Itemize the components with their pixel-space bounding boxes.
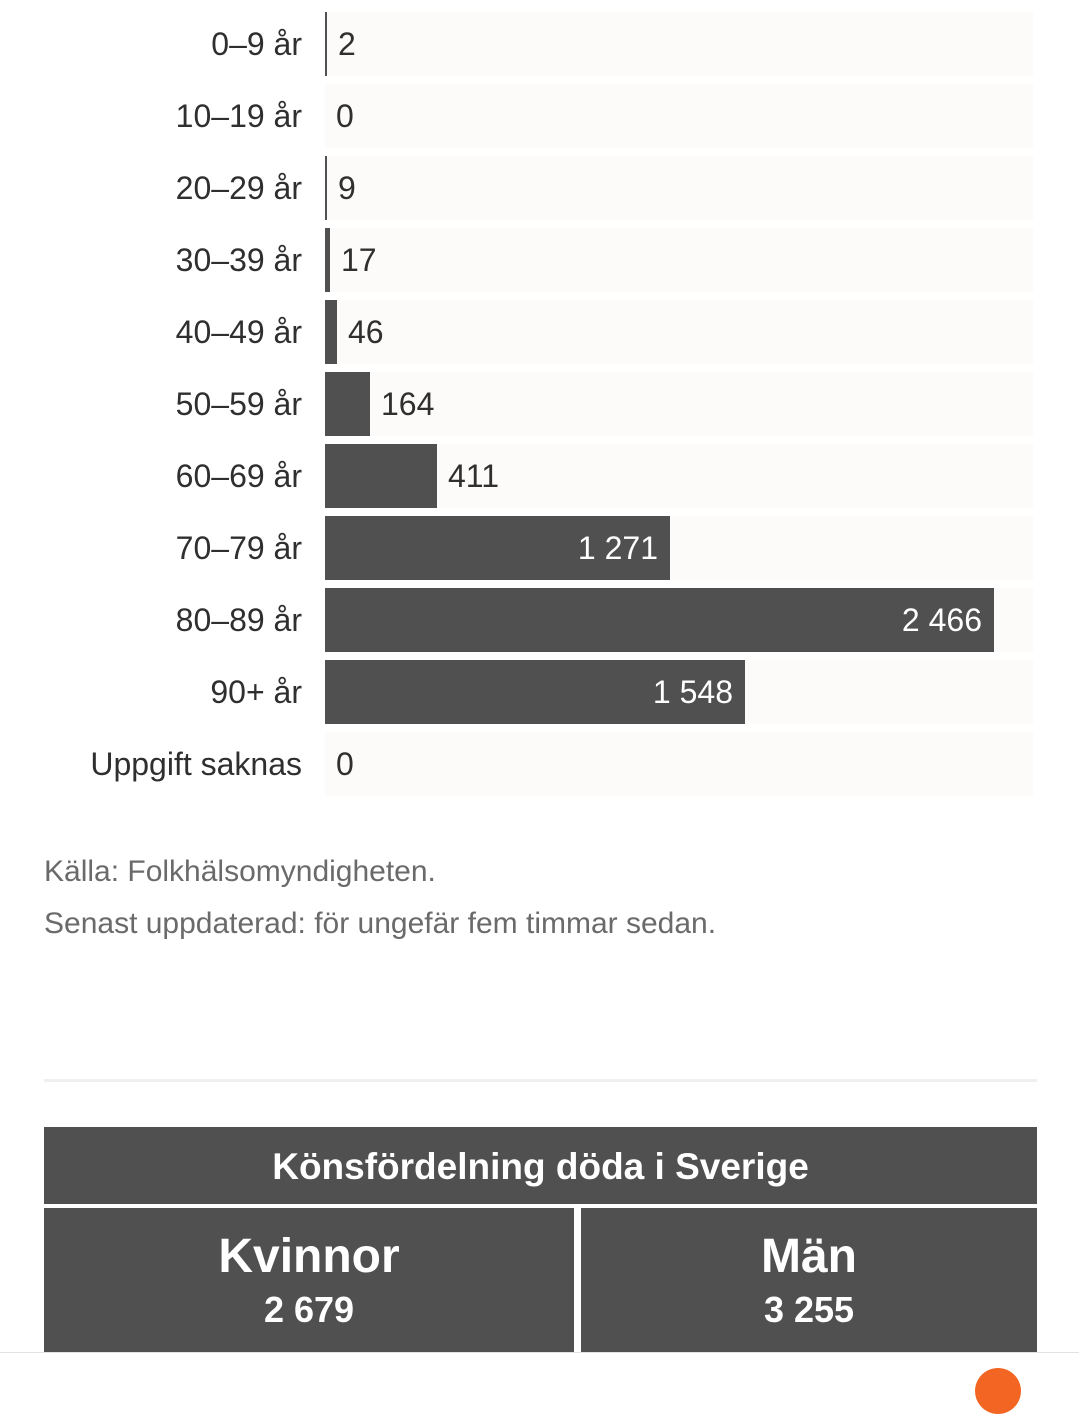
bottom-bar (0, 1352, 1079, 1382)
bar-track (325, 372, 1033, 436)
bar-row: 30–39 år 17 (0, 228, 1079, 292)
bar-category-label: 80–89 år (175, 602, 302, 638)
bar-track (325, 300, 1033, 364)
bar-row: 50–59 år 164 (0, 372, 1079, 436)
bar-row: 60–69 år 411 (0, 444, 1079, 508)
bar-row: 0–9 år 2 (0, 12, 1079, 76)
bar (325, 300, 337, 364)
bar-category-label: 40–49 år (175, 314, 302, 350)
bar (325, 516, 670, 580)
bar-track (325, 156, 1033, 220)
age-bar-chart: 0–9 år 2 10–19 år 0 20–29 år 9 30–39 år 17 40–49… (0, 12, 1079, 796)
bar-row: 80–89 år 2 466 (0, 588, 1079, 652)
updated-text: Senast uppdaterad: för ungefär fem timma… (44, 907, 717, 940)
bar-value-label: 0 (336, 746, 354, 782)
bar-track (325, 732, 1033, 796)
bar (325, 228, 330, 292)
bar (325, 660, 745, 724)
section-divider (44, 1079, 1037, 1082)
women-label: Kvinnor (218, 1230, 400, 1283)
women-value: 2 679 (263, 1289, 355, 1330)
bar (325, 12, 327, 76)
bar-value-label: 0 (336, 98, 354, 134)
bar-track (325, 444, 1033, 508)
bar-category-label: 90+ år (210, 674, 302, 710)
bar-category-label: 60–69 år (175, 458, 302, 494)
sex-distribution-title: Könsfördelning döda i Sverige (44, 1127, 1037, 1204)
bar-value-label: 1 548 (652, 674, 733, 710)
bar-row: 20–29 år 9 (0, 156, 1079, 220)
bar-value-label: 164 (381, 386, 435, 422)
bar-value-label: 46 (348, 314, 384, 350)
bar-value-label: 9 (338, 170, 356, 206)
bar-category-label: 70–79 år (175, 530, 302, 566)
bar (325, 372, 370, 436)
bar-value-label: 2 466 (901, 602, 982, 638)
bar-category-label: 30–39 år (175, 242, 302, 278)
bar-category-label: Uppgift saknas (90, 746, 302, 782)
bar (325, 156, 327, 220)
bar-value-label: 1 271 (577, 530, 658, 566)
bar-row: 40–49 år 46 (0, 300, 1079, 364)
bar-row: 70–79 år 1 271 (0, 516, 1079, 580)
men-label: Män (761, 1230, 857, 1283)
bar (325, 444, 437, 508)
bar (325, 588, 994, 652)
bar-category-label: 50–59 år (175, 386, 302, 422)
bar-category-label: 10–19 år (175, 98, 302, 134)
bar-track (325, 228, 1033, 292)
women-cell: Kvinnor 2 679 (44, 1208, 574, 1358)
bar-track (325, 12, 1033, 76)
bar-value-label: 2 (338, 26, 356, 62)
bar-value-label: 17 (341, 242, 377, 278)
bar-row: 10–19 år 0 (0, 84, 1079, 148)
bar-value-label: 411 (448, 458, 500, 494)
bar-category-label: 20–29 år (175, 170, 302, 206)
men-cell: Män 3 255 (581, 1208, 1037, 1358)
bar-category-label: 0–9 år (211, 26, 302, 62)
source-text: Källa: Folkhälsomyndigheten. (44, 855, 436, 888)
bar-row: Uppgift saknas 0 (0, 732, 1079, 796)
bar-track (325, 84, 1033, 148)
bar-row: 90+ år 1 548 (0, 660, 1079, 724)
men-value: 3 255 (763, 1289, 855, 1330)
scroll-top-icon[interactable] (975, 1368, 1021, 1414)
